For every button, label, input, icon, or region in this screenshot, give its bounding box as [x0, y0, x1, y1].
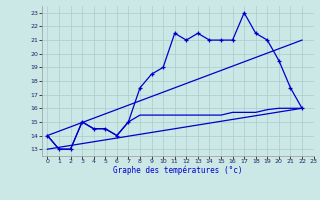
X-axis label: Graphe des températures (°c): Graphe des températures (°c): [113, 166, 242, 175]
